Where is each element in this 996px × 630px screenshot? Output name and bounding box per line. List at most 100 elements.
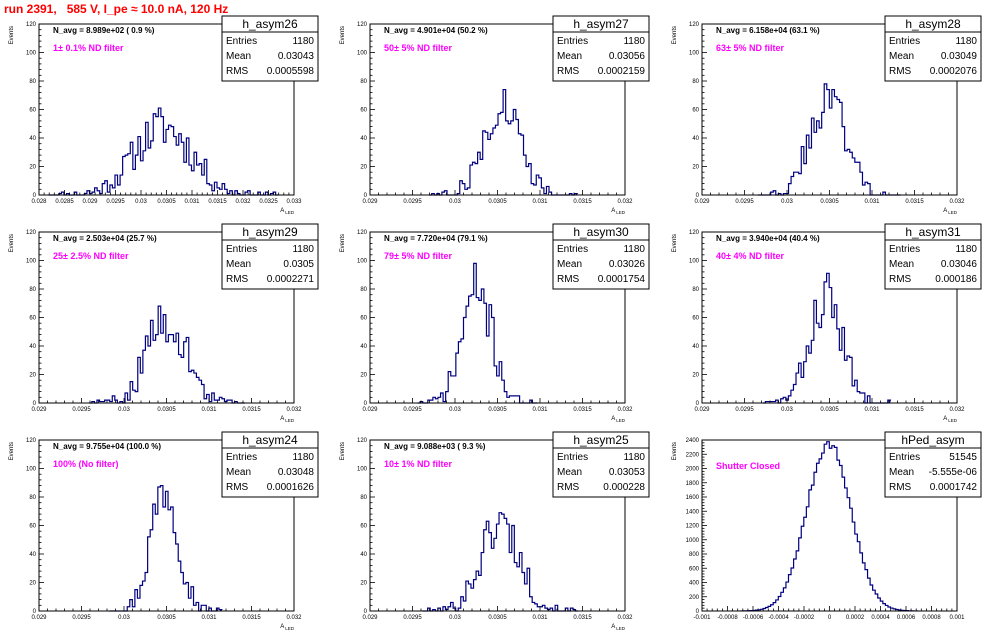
x-tick-label: 0.0285 [55,199,74,205]
stats-box: h_asym29 Entries 1180 Mean 0.0305 RMS 0.000227… [221,223,319,290]
x-tick-label: 0.0305 [488,407,507,413]
y-tick-label: 20 [29,165,36,171]
y-tick-label: 40 [692,344,699,350]
y-tick-label: 0 [33,609,37,615]
y-tick-label: 60 [692,316,699,322]
y-tick-label: 20 [692,165,699,171]
stat-value-rms: 0.0001742 [930,482,978,493]
y-tick-label: 600 [689,566,700,572]
y-axis-title: Events [9,234,15,252]
histogram-panel-h_asym24: 0.029 0.0295 0.03 0.0305 0.031 0.0315 0.032 0 20… [9,431,319,630]
stat-label-mean: Mean [557,259,582,270]
y-tick-label: 100 [357,467,368,473]
y-axis-title: Events [672,26,678,44]
stat-label-rms: RMS [557,274,580,285]
y-tick-label: 60 [360,316,367,322]
filter-label: 40± 4% ND filter [716,251,784,261]
y-tick-label: 60 [360,108,367,114]
y-tick-label: 800 [689,552,700,558]
x-tick-label: 0.032 [286,615,302,621]
y-tick-label: 100 [689,259,700,265]
x-tick-label: 0.032 [286,407,302,413]
histogram-line [757,83,901,196]
x-tick-label: 0.03 [449,407,461,413]
stat-label-entries: Entries [557,244,588,255]
x-tick-label: 0.03 [781,199,793,205]
histogram-line [48,107,279,196]
y-tick-label: 400 [689,581,700,587]
stat-value-rms: 0.000186 [935,274,977,285]
stat-value-rms: 0.0002159 [598,66,646,77]
x-tick-label: 0.031 [864,407,880,413]
histogram-name: h_asym24 [242,433,298,447]
x-tick-label: 0.0008 [922,615,941,621]
histogram-name: h_asym25 [573,433,629,447]
x-tick-label: 0.0325 [259,199,278,205]
x-tick-label: 0.0295 [735,199,754,205]
x-tick-label: 0.0305 [488,615,507,621]
x-tick-label: 0.031 [532,615,548,621]
x-tick-label: 0.0315 [242,615,261,621]
x-tick-label: 0.033 [286,199,302,205]
y-tick-label: 60 [692,108,699,114]
y-tick-label: 120 [26,22,37,28]
stat-value-rms: 0.0005598 [267,66,315,77]
stat-value-rms: 0.000228 [603,482,645,493]
x-tick-label: 0.031 [864,199,880,205]
y-tick-label: 0 [364,193,368,199]
x-axis-title: ALED [611,208,626,215]
x-tick-label: -0.0004 [768,615,789,621]
x-tick-label: 0.031 [184,199,200,205]
stat-value-entries: 1180 [623,452,645,463]
histogram-line [417,262,538,404]
x-tick-label: 0.0315 [573,407,592,413]
x-tick-label: 0.0305 [157,407,176,413]
filter-label: 63± 5% ND filter [716,43,784,53]
x-axis-title: ALED [943,208,958,215]
histogram-name: h_asym27 [573,17,629,31]
x-tick-label: 0.03 [118,407,130,413]
y-tick-label: 120 [689,230,700,236]
navg-label: N_avg = 2.503e+04 (25.7 %) [53,234,157,243]
navg-label: N_avg = 4.901e+04 (50.2 %) [384,26,488,35]
x-tick-label: -0.001 [693,615,711,621]
histogram-name: h_asym28 [905,17,961,31]
x-tick-label: 0.0295 [403,407,422,413]
x-tick-label: 0.031 [201,407,217,413]
y-tick-label: 60 [29,524,36,530]
x-tick-label: 0.0315 [242,407,261,413]
y-tick-label: 60 [29,316,36,322]
navg-label: N_avg = 8.989e+02 ( 0.9 %) [53,26,155,35]
histogram-name: hPed_asym [901,433,964,447]
x-tick-label: 0.032 [617,615,633,621]
stat-value-mean: 0.03049 [941,51,978,62]
filter-label: 1± 0.1% ND filter [53,43,124,53]
histogram-line [429,88,579,196]
y-tick-label: 100 [357,259,368,265]
stat-value-entries: 1180 [623,244,645,255]
x-tick-label: 0.03 [449,615,461,621]
stats-box: h_asym25 Entries 1180 Mean 0.03053 RMS 0.00022… [552,431,650,498]
x-axis-title: ALED [280,208,295,215]
y-tick-label: 80 [29,79,36,85]
stats-box: h_asym28 Entries 1180 Mean 0.03049 RMS 0.00020… [884,15,982,82]
y-tick-label: 20 [29,373,36,379]
x-tick-label: -0.0008 [717,615,738,621]
x-axis-title: ALED [280,624,295,630]
x-tick-label: 0.03 [781,407,793,413]
stat-value-entries: 1180 [292,452,314,463]
y-tick-label: 80 [692,79,699,85]
stat-value-entries: 1180 [292,244,314,255]
histogram-panel-h_asym26: 0.028 0.0285 0.029 0.0295 0.03 0.0305 0.031 0.0… [9,15,319,215]
y-tick-label: 80 [692,287,699,293]
stat-label-mean: Mean [889,467,914,478]
stat-value-rms: 0.0002271 [267,274,315,285]
x-tick-label: 0.0002 [846,615,865,621]
x-tick-label: 0.029 [31,615,47,621]
y-tick-label: 120 [357,438,368,444]
y-tick-label: 40 [29,136,36,142]
x-tick-label: 0 [828,615,832,621]
y-tick-label: 1200 [686,524,700,530]
x-tick-label: 0.0315 [573,615,592,621]
x-tick-label: 0.0295 [106,199,125,205]
